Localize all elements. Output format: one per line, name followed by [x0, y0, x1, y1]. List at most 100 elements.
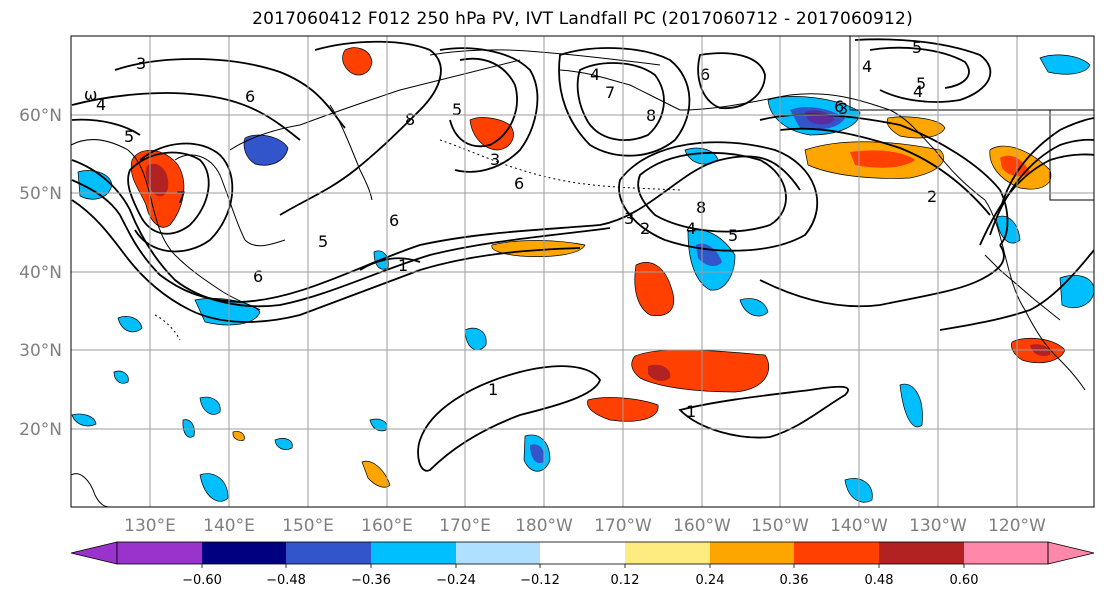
colorbar-label: 0.36 — [780, 573, 809, 588]
contour-line — [576, 62, 665, 141]
colorbar-label: 0.60 — [950, 573, 979, 588]
contour-label: 2 — [640, 219, 650, 238]
shade-negative — [1039, 54, 1091, 75]
contour-line — [114, 58, 346, 129]
lon-label: 140°W — [830, 516, 888, 536]
contour-line — [999, 117, 1094, 211]
contour-label: 6 — [245, 87, 255, 106]
contour-line — [359, 257, 421, 271]
contour-label: 4 — [862, 57, 872, 76]
shade-negative — [530, 444, 545, 464]
gridlines — [71, 36, 1094, 507]
coastline-sakhalin — [174, 154, 286, 247]
lat-label: 20°N — [19, 420, 62, 440]
coastline-asia — [71, 139, 261, 311]
lon-label: 170°W — [594, 516, 652, 536]
contour-line — [71, 159, 611, 308]
shade-positive — [469, 117, 514, 151]
contour-label: 5 — [452, 100, 462, 119]
map-frame — [70, 35, 1095, 508]
contour-label: 4 — [590, 65, 600, 84]
coastlines — [71, 49, 1086, 507]
lat-label: 60°N — [19, 106, 62, 126]
contour-line — [71, 199, 581, 323]
colorbar-segment — [540, 542, 625, 564]
shade-negative — [117, 316, 143, 333]
lon-label: 130°E — [124, 516, 176, 536]
colorbar: −0.60 −0.48 −0.36 −0.24 −0.12 0.12 0.24 … — [70, 541, 1095, 588]
colorbar-segment — [202, 542, 286, 564]
lon-label: 160°E — [361, 516, 413, 536]
contour-label: 6 — [514, 174, 524, 193]
lon-label: 130°W — [909, 516, 967, 536]
contour-label: 1 — [488, 380, 498, 399]
contour-label: 5 — [318, 232, 328, 251]
contour-label: 5 — [124, 127, 134, 146]
contour-label: 5 — [912, 38, 922, 57]
shade-negative — [274, 438, 293, 450]
contour-line — [71, 92, 301, 141]
contour-line — [678, 385, 849, 439]
contour-label: 3 — [624, 209, 634, 228]
colorbar-label: −0.36 — [351, 573, 391, 588]
shade-positive — [850, 150, 915, 168]
coastline-baja — [1054, 354, 1086, 391]
colorbar-segment — [794, 542, 879, 564]
contour-label: 7 — [605, 83, 615, 102]
colorbar-label: −0.60 — [182, 573, 222, 588]
colorbar-label: −0.24 — [436, 573, 476, 588]
colorbar-label: −0.48 — [266, 573, 306, 588]
contour-line — [134, 142, 234, 253]
colorbar-segment — [456, 542, 540, 564]
map-panel: 3 ω 4 5 6 7 8 3 6 4 7 8 5 4 6 3 6 8 3 2 — [70, 35, 1095, 508]
contour-line — [439, 47, 539, 173]
shade-positive — [342, 47, 373, 76]
contour-label: 3 — [838, 99, 848, 118]
contour-label: 6 — [834, 97, 844, 116]
contour-label: 5 — [728, 226, 738, 245]
contour-line — [697, 52, 766, 109]
contour-label: ω — [84, 85, 97, 104]
contour-label: 3 — [136, 54, 146, 73]
map-title: 2017060412 F012 250 hPa PV, IVT Landfall… — [252, 9, 913, 29]
shade-negative — [739, 298, 769, 317]
coastline-aleutians — [439, 139, 681, 191]
colorbar-extend-low — [70, 541, 118, 565]
lon-label: 150°E — [282, 516, 334, 536]
shade-positive — [361, 460, 391, 488]
shade-negative — [113, 370, 129, 384]
contour-line — [759, 244, 1005, 308]
colorbar-segment — [879, 542, 964, 564]
contour-line — [279, 40, 442, 216]
shade-negative — [464, 327, 487, 351]
contour-label: 7 — [176, 188, 186, 207]
contour-line — [449, 57, 518, 148]
contour-label: 4 — [686, 219, 696, 238]
shade-negative — [71, 413, 97, 427]
shade-negative — [199, 473, 229, 502]
contour-line — [939, 249, 1094, 331]
shade-negative — [199, 396, 221, 415]
colorbar-extend-high — [1047, 541, 1095, 565]
contour-label: 2 — [927, 187, 937, 206]
shade-negative — [899, 383, 923, 428]
lon-label: 140°E — [203, 516, 255, 536]
contour-line — [779, 127, 991, 216]
colorbar-segment — [371, 542, 456, 564]
lat-labels: 60°N 50°N 40°N 30°N 20°N — [19, 106, 62, 440]
contour-line — [979, 153, 1094, 246]
shade-negative — [243, 134, 289, 166]
coastline-philippines — [71, 473, 111, 507]
contour-label: 6 — [253, 267, 263, 286]
colorbar-segment — [286, 542, 371, 564]
coastline-alaska-s — [679, 93, 986, 201]
coastline-west-na — [984, 199, 1056, 356]
colorbar-segment — [117, 542, 202, 564]
lat-label: 40°N — [19, 263, 62, 283]
lon-labels: 130°E 140°E 150°E 160°E 170°E 180°W 170°… — [124, 516, 1046, 536]
border-canada-us — [1049, 110, 1094, 201]
contour-label: 3 — [490, 150, 500, 169]
colorbar-segment — [964, 542, 1048, 564]
colorbar-label: 0.12 — [611, 573, 640, 588]
contour-line — [127, 151, 210, 235]
